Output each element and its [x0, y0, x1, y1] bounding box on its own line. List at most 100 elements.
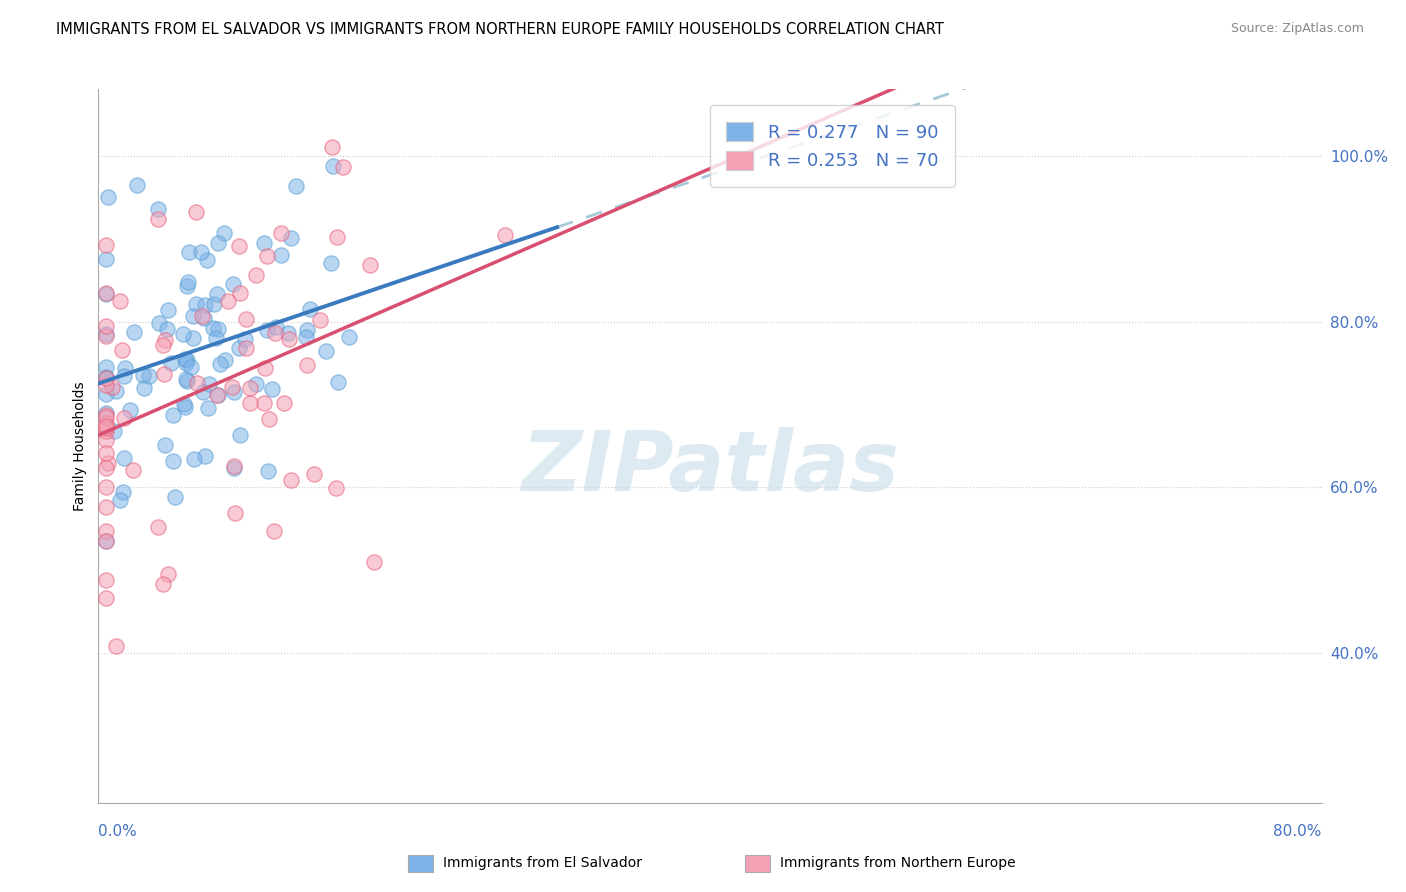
Point: [152, 576, 174, 591]
Point: [186, 205, 208, 219]
Point: [280, 473, 302, 487]
Point: [101, 380, 124, 394]
Point: [94, 329, 117, 343]
Point: [326, 375, 349, 389]
Point: [217, 293, 239, 308]
Point: [263, 524, 285, 539]
Point: [162, 454, 184, 468]
Point: [270, 226, 292, 240]
Point: [94, 360, 117, 375]
Point: [173, 400, 195, 414]
Point: [148, 520, 170, 534]
Point: [277, 332, 299, 346]
Point: [257, 464, 280, 478]
Point: [160, 356, 183, 370]
Point: [228, 239, 250, 253]
Point: [153, 334, 176, 348]
Point: [322, 160, 344, 174]
Point: [156, 322, 179, 336]
Point: [280, 231, 302, 245]
Point: [321, 139, 343, 153]
Point: [256, 323, 278, 337]
Point: [332, 160, 354, 174]
Point: [494, 228, 516, 243]
Point: [94, 433, 117, 447]
Point: [94, 406, 117, 420]
Point: [183, 451, 205, 466]
Point: [125, 178, 148, 192]
Y-axis label: Family Households: Family Households: [73, 381, 87, 511]
Point: [132, 368, 155, 383]
Point: [254, 361, 277, 376]
Point: [207, 236, 229, 251]
Point: [94, 371, 117, 385]
Point: [253, 396, 276, 410]
Point: [295, 323, 318, 337]
Point: [108, 492, 131, 507]
Point: [173, 397, 195, 411]
Point: [221, 380, 243, 394]
Point: [132, 381, 155, 395]
Point: [172, 326, 194, 341]
Point: [270, 247, 292, 261]
Text: Immigrants from El Salvador: Immigrants from El Salvador: [443, 856, 643, 871]
Point: [264, 320, 287, 334]
Point: [326, 230, 349, 244]
Point: [114, 360, 136, 375]
Point: [174, 351, 197, 366]
Point: [94, 500, 117, 514]
Point: [190, 245, 212, 260]
Point: [177, 244, 200, 259]
Point: [207, 321, 229, 335]
Point: [222, 277, 245, 291]
Point: [228, 285, 250, 300]
Point: [183, 309, 205, 323]
Point: [245, 376, 267, 391]
Point: [94, 524, 117, 538]
Point: [112, 369, 135, 384]
Point: [118, 402, 141, 417]
Point: [162, 408, 184, 422]
Point: [309, 313, 332, 327]
Point: [186, 376, 208, 390]
Point: [193, 311, 215, 326]
Point: [180, 359, 202, 374]
Point: [208, 357, 231, 371]
Point: [97, 190, 120, 204]
Point: [233, 332, 256, 346]
Point: [94, 573, 117, 587]
Point: [299, 302, 322, 317]
Point: [224, 458, 246, 473]
Point: [94, 238, 117, 252]
Point: [122, 326, 145, 340]
Point: [94, 446, 117, 460]
Point: [302, 467, 325, 482]
Point: [148, 316, 170, 330]
Point: [253, 235, 276, 250]
Point: [176, 279, 198, 293]
Point: [122, 463, 145, 477]
Point: [224, 384, 246, 399]
Point: [193, 384, 215, 399]
Point: [94, 534, 117, 549]
Point: [184, 297, 207, 311]
Point: [108, 293, 131, 308]
Point: [94, 326, 117, 341]
Point: [94, 371, 117, 385]
Point: [363, 555, 385, 569]
Point: [153, 438, 176, 452]
Point: [94, 386, 117, 401]
Text: 0.0%: 0.0%: [98, 823, 138, 838]
Point: [337, 330, 360, 344]
Point: [295, 358, 318, 372]
Point: [157, 302, 180, 317]
Point: [94, 479, 117, 493]
Point: [194, 449, 217, 463]
Point: [214, 353, 236, 368]
Point: [228, 342, 250, 356]
Point: [321, 256, 343, 270]
Point: [156, 566, 179, 581]
Point: [197, 401, 219, 415]
Point: [205, 287, 228, 301]
Point: [94, 460, 117, 475]
